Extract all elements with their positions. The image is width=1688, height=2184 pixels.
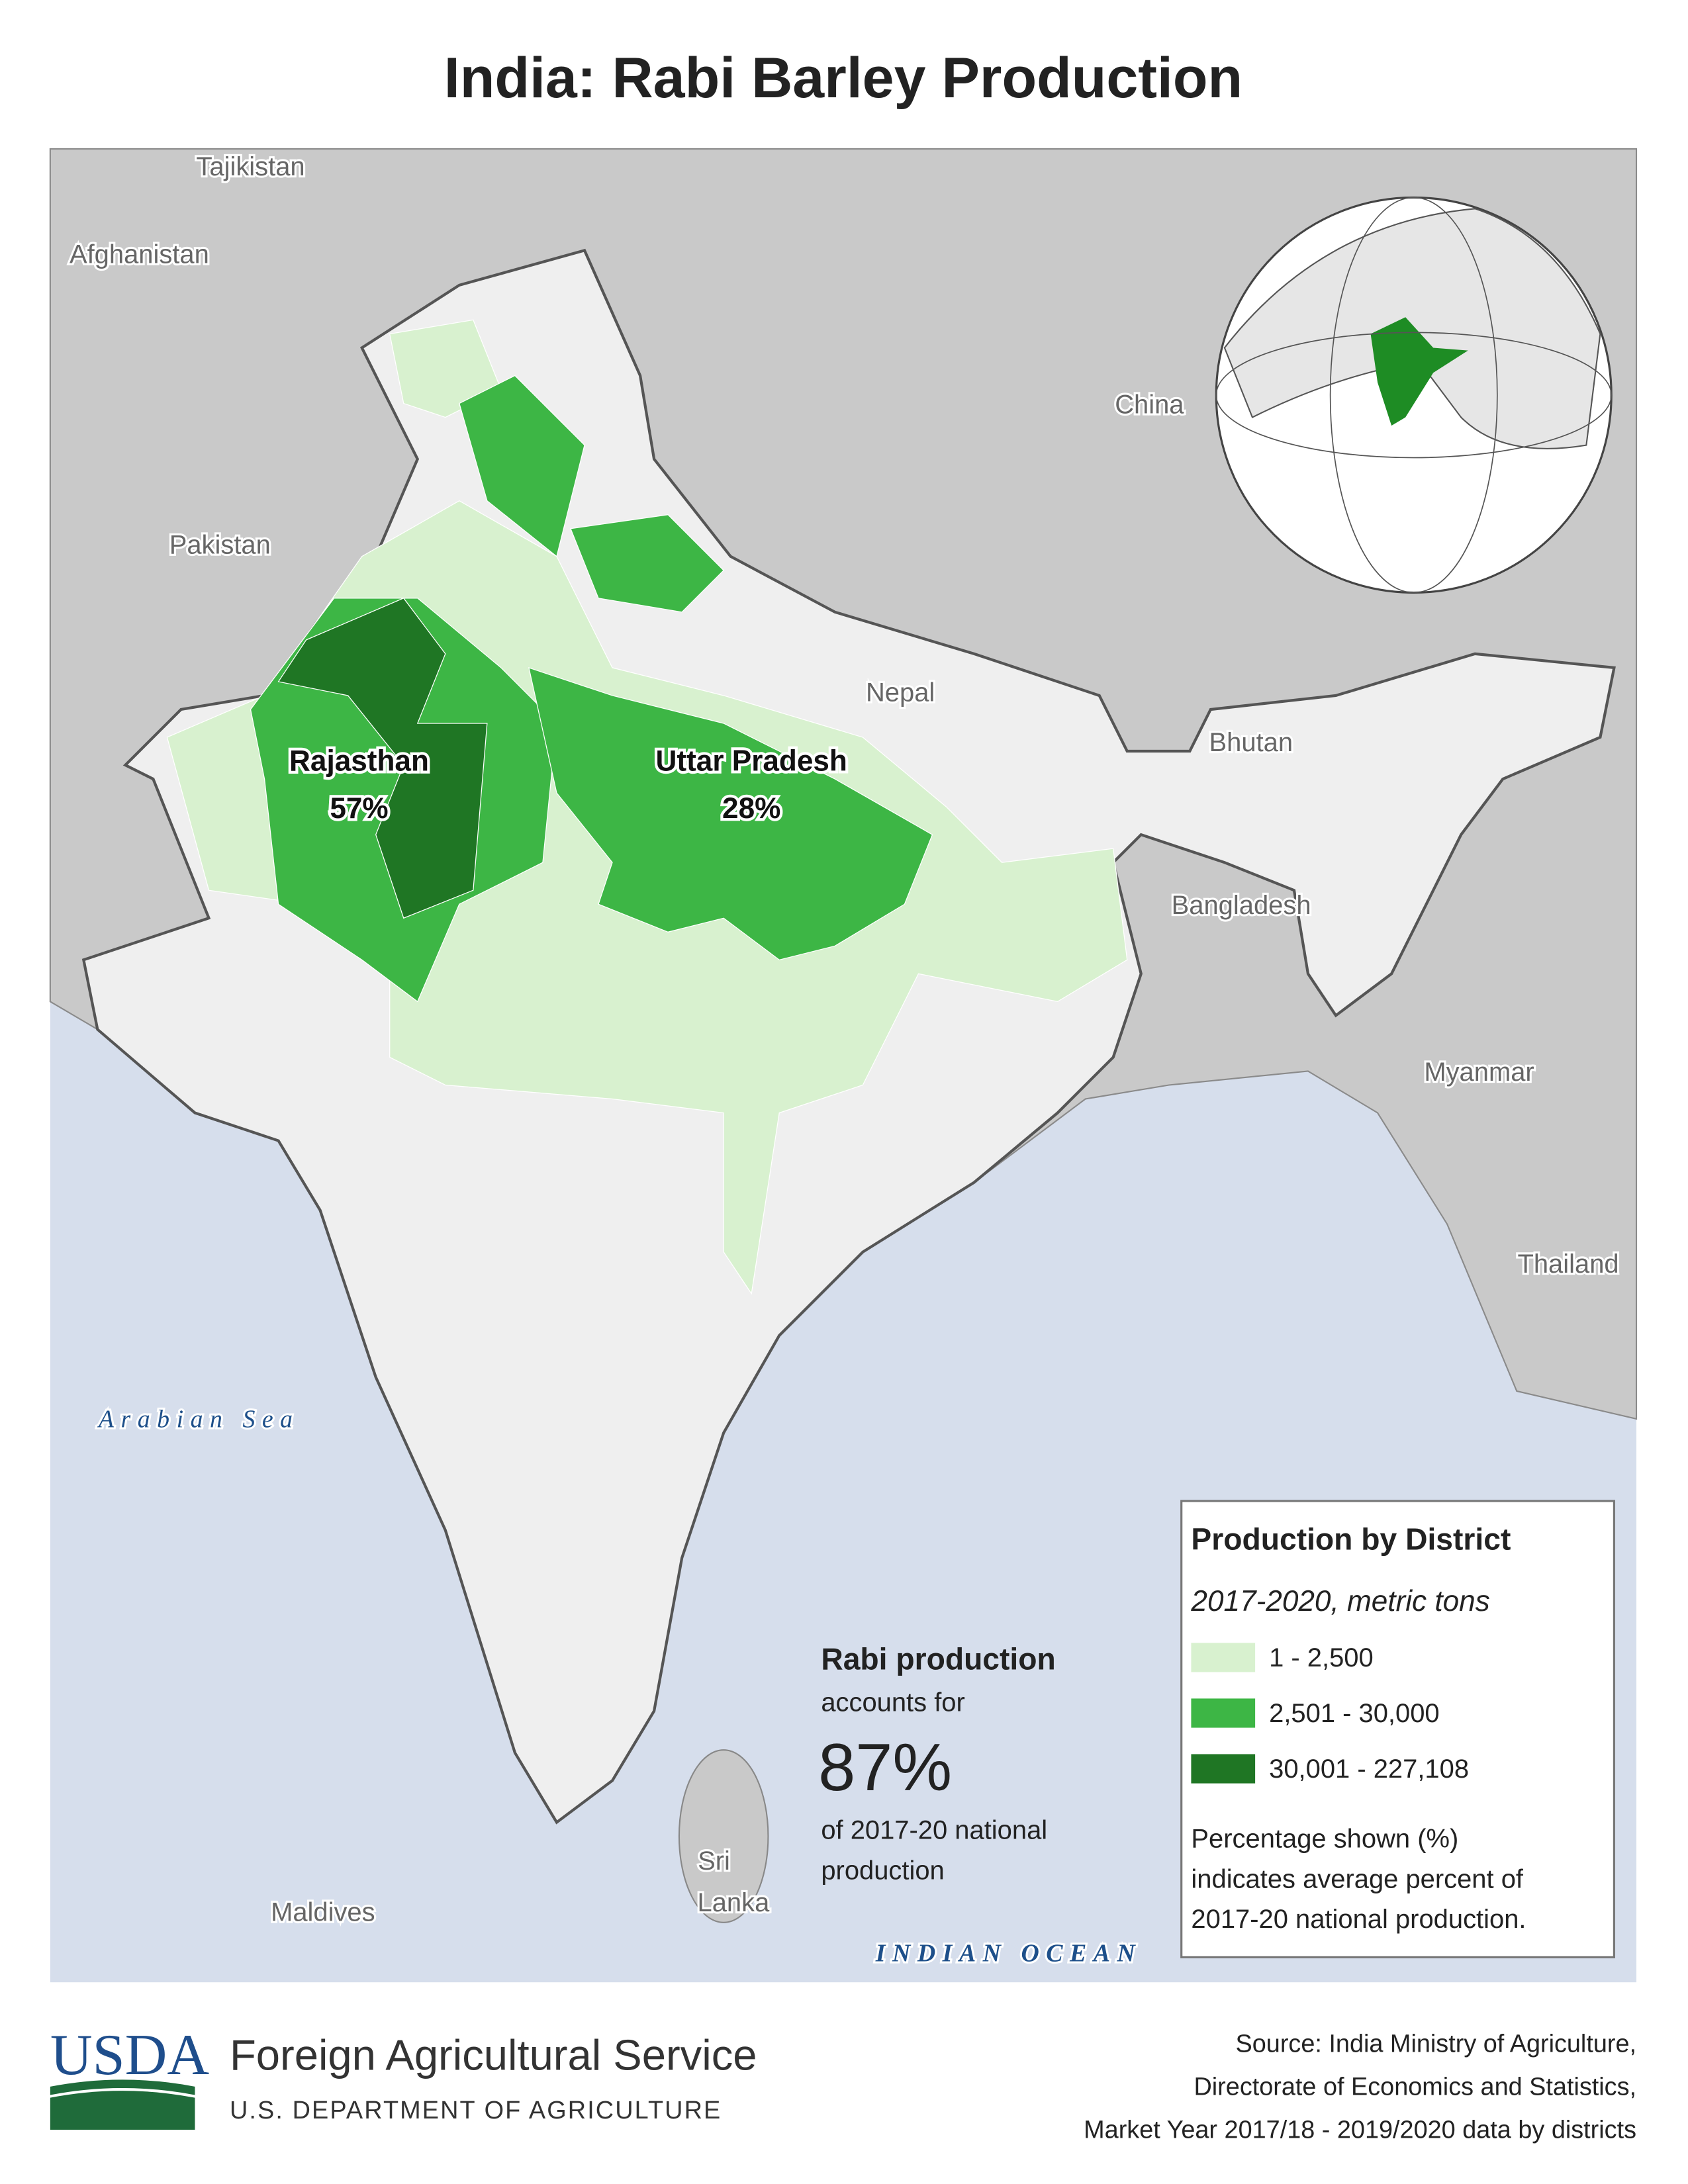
callout: Rabi production accounts for 87% of 2017… — [818, 1641, 1056, 1885]
region-share: 57% — [330, 792, 388, 825]
logo-text: USDA — [50, 2023, 210, 2087]
source-line: Market Year 2017/18 - 2019/2020 data by … — [1084, 2116, 1636, 2144]
sea-label: INDIAN OCEAN — [875, 1940, 1143, 1968]
legend-swatch — [1191, 1643, 1256, 1672]
country-label: Maldives — [271, 1898, 375, 1927]
country-label: Sri — [698, 1846, 730, 1876]
country-label: Myanmar — [1424, 1058, 1534, 1087]
legend: Production by District 2017-2020, metric… — [1180, 1500, 1615, 1958]
legend-label: 2,501 - 30,000 — [1269, 1699, 1440, 1728]
source-line: Directorate of Economics and Statistics, — [1194, 2073, 1636, 2101]
legend-swatch — [1191, 1698, 1256, 1728]
country-label: Nepal — [866, 678, 935, 707]
legend-label: 1 - 2,500 — [1269, 1643, 1374, 1672]
region-name: Rajasthan — [289, 745, 429, 777]
legend-label: 30,001 - 227,108 — [1269, 1754, 1469, 1784]
legend-note: indicates average percent of — [1191, 1864, 1523, 1893]
logo-field — [50, 2091, 195, 2130]
district-mid — [459, 375, 585, 557]
legend-subtitle: 2017-2020, metric tons — [1190, 1585, 1489, 1617]
country-labels: Tajikistan Afghanistan Pakistan China Ne… — [68, 150, 1621, 1929]
legend-box — [1180, 1500, 1615, 1958]
region-name: Uttar Pradesh — [656, 745, 847, 777]
legend-note: 2017-20 national production. — [1191, 1905, 1526, 1934]
district-mid — [528, 666, 933, 961]
country-label: Lanka — [698, 1888, 771, 1917]
legend-note: Percentage shown (%) — [1191, 1824, 1458, 1853]
callout-share: 87% — [818, 1731, 952, 1805]
country-label: Bangladesh — [1172, 891, 1311, 920]
country-label: Afghanistan — [70, 240, 209, 269]
legend-title: Production by District — [1191, 1522, 1511, 1557]
sea-label: Arabian Sea — [97, 1406, 300, 1433]
agency: Foreign Agricultural Service — [230, 2031, 757, 2079]
globe-inset — [1215, 196, 1613, 594]
region-share: 28% — [722, 792, 780, 825]
title: India: Rabi Barley Production — [444, 46, 1243, 110]
country-label: Tajikistan — [196, 152, 305, 181]
district-fills — [166, 319, 1128, 1295]
district-high — [277, 598, 488, 919]
country-label: China — [1115, 390, 1184, 419]
map: Tajikistan Afghanistan Pakistan China Ne… — [49, 148, 1638, 1983]
country-label: Pakistan — [169, 531, 271, 560]
logo-stripe — [50, 2079, 195, 2095]
callout-text: accounts for — [821, 1688, 964, 1717]
callout-text: production — [821, 1856, 944, 1886]
callout-text: of 2017-20 national — [821, 1816, 1047, 1845]
country-label: Thailand — [1517, 1250, 1618, 1279]
source-line: Source: India Ministry of Agriculture, — [1236, 2030, 1637, 2058]
footer: USDA Foreign Agricultural Service U.S. D… — [50, 2023, 1636, 2144]
department: U.S. DEPARTMENT OF AGRICULTURE — [230, 2097, 722, 2124]
country-label: Bhutan — [1209, 728, 1293, 757]
legend-swatch — [1191, 1754, 1256, 1784]
callout-heading: Rabi production — [821, 1641, 1055, 1676]
district-mid — [570, 514, 725, 613]
sri-lanka — [678, 1749, 769, 1923]
